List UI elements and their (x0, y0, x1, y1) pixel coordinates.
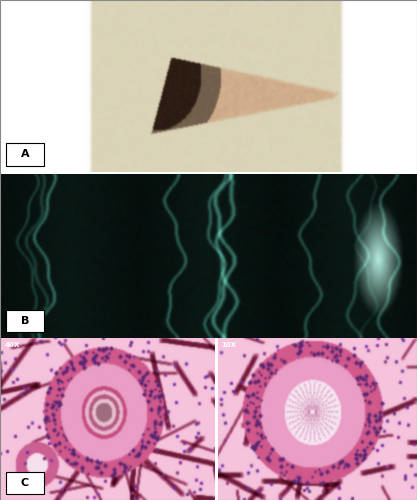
FancyBboxPatch shape (6, 472, 44, 494)
Text: A: A (21, 150, 29, 160)
Text: 10X: 10X (221, 342, 236, 348)
Text: 40X: 40X (4, 342, 20, 348)
Text: B: B (21, 316, 29, 326)
Text: C: C (21, 478, 29, 488)
FancyBboxPatch shape (6, 143, 44, 166)
FancyBboxPatch shape (6, 310, 44, 332)
